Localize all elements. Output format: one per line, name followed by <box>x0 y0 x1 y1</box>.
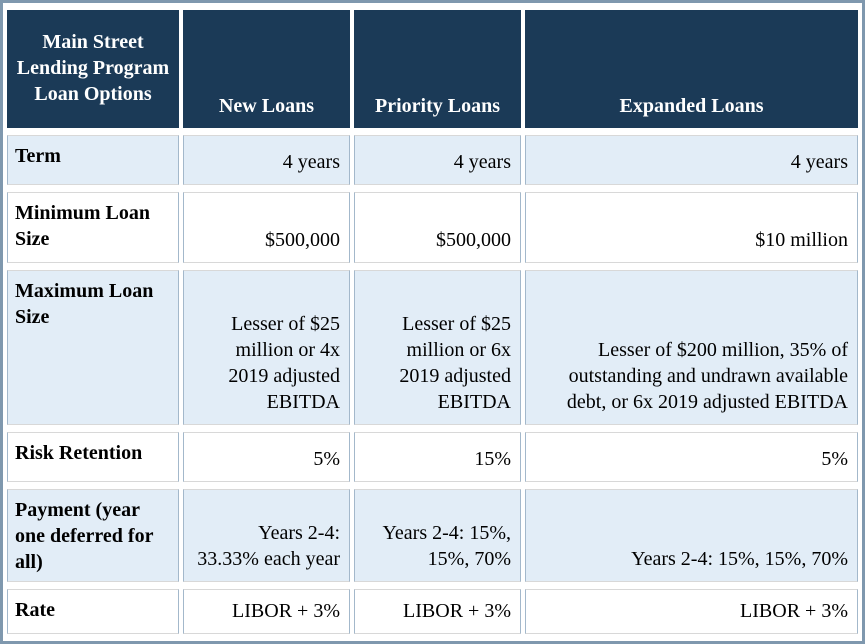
cell-max-priority: Lesser of $25 million or 6x 2019 adjuste… <box>354 270 521 425</box>
header-corner-cell: Main Street Lending Program Loan Options <box>7 10 179 128</box>
table-row-maximum-loan-size: Maximum Loan Size Lesser of $25 million … <box>7 270 858 425</box>
cell-payment-new: Years 2-4: 33.33% each year <box>183 489 350 582</box>
row-label-maximum-loan-size: Maximum Loan Size <box>7 270 179 425</box>
cell-payment-priority: Years 2-4: 15%, 15%, 70% <box>354 489 521 582</box>
header-new-loans: New Loans <box>183 10 350 128</box>
table-row-minimum-loan-size: Minimum Loan Size $500,000 $500,000 $10 … <box>7 192 858 263</box>
cell-min-priority: $500,000 <box>354 192 521 263</box>
cell-risk-expanded: 5% <box>525 432 858 482</box>
cell-max-new: Lesser of $25 million or 4x 2019 adjuste… <box>183 270 350 425</box>
cell-term-expanded: 4 years <box>525 135 858 185</box>
row-label-rate: Rate <box>7 589 179 634</box>
cell-term-priority: 4 years <box>354 135 521 185</box>
cell-min-new: $500,000 <box>183 192 350 263</box>
table-row-rate: Rate LIBOR + 3% LIBOR + 3% LIBOR + 3% <box>7 589 858 634</box>
row-label-minimum-loan-size: Minimum Loan Size <box>7 192 179 263</box>
header-row: Main Street Lending Program Loan Options… <box>7 10 858 128</box>
cell-min-expanded: $10 million <box>525 192 858 263</box>
cell-rate-new: LIBOR + 3% <box>183 589 350 634</box>
row-label-term: Term <box>7 135 179 185</box>
row-label-risk-retention: Risk Retention <box>7 432 179 482</box>
cell-risk-priority: 15% <box>354 432 521 482</box>
cell-term-new: 4 years <box>183 135 350 185</box>
header-expanded-loans: Expanded Loans <box>525 10 858 128</box>
cell-max-expanded: Lesser of $200 million, 35% of outstandi… <box>525 270 858 425</box>
cell-rate-priority: LIBOR + 3% <box>354 589 521 634</box>
header-priority-loans: Priority Loans <box>354 10 521 128</box>
table-row-risk-retention: Risk Retention 5% 15% 5% <box>7 432 858 482</box>
cell-risk-new: 5% <box>183 432 350 482</box>
cell-rate-expanded: LIBOR + 3% <box>525 589 858 634</box>
table-row-term: Term 4 years 4 years 4 years <box>7 135 858 185</box>
table-row-payment: Payment (year one deferred for all) Year… <box>7 489 858 582</box>
cell-payment-expanded: Years 2-4: 15%, 15%, 70% <box>525 489 858 582</box>
row-label-payment: Payment (year one deferred for all) <box>7 489 179 582</box>
